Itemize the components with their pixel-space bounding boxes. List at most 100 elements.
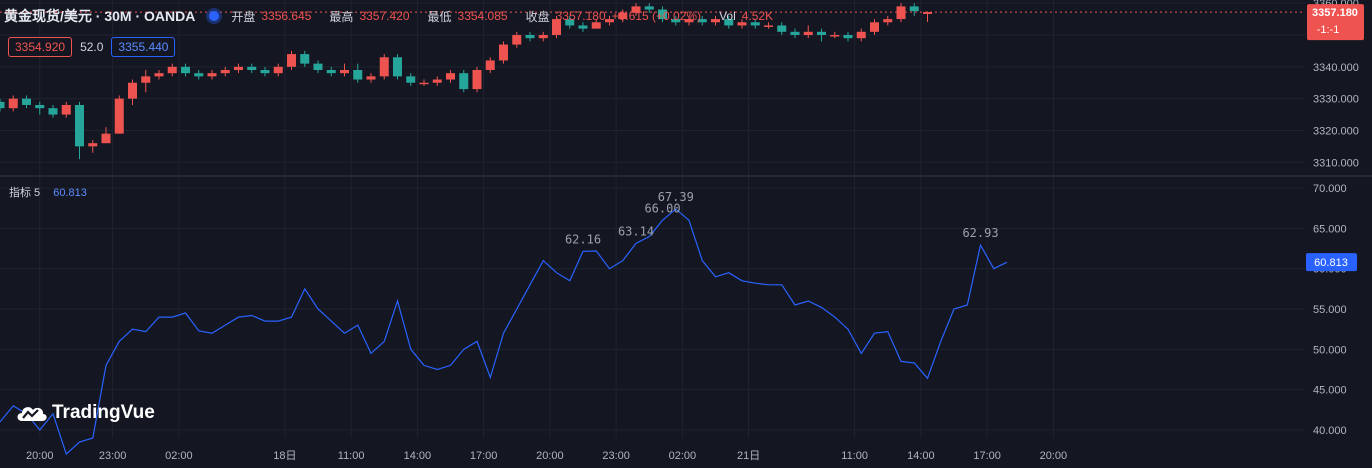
candle-body [750,22,760,26]
candle-body [909,6,919,12]
candle [883,15,893,26]
candle [591,19,601,29]
candle-body [803,31,813,35]
candle-body [485,60,495,70]
time-tick-label: 11:00 [338,450,365,462]
candle [260,66,270,77]
candle-body [684,19,694,23]
indicator-tick-label: 45.000 [1313,385,1347,397]
low-value: 3354.085 [457,9,508,23]
candle [750,19,760,29]
candle-body [75,105,84,147]
candle-body [843,35,853,39]
time-tick-label: 20:00 [26,450,54,462]
candle-body [366,76,376,80]
candle-body [459,73,469,90]
indicator-name[interactable]: 指标 5 [9,187,41,199]
candle [684,15,694,26]
price-tick-label: 3340.000 [1313,62,1359,74]
candle-body [207,73,217,77]
candle [658,6,667,23]
close-value: 3357.180 [555,9,606,23]
indicator-tick-label: 65.000 [1313,223,1347,235]
symbol-title[interactable]: 黄金现货/美元 · 30M · OANDA [4,8,196,24]
data-label: 62.16 [565,232,601,246]
candle [48,105,58,118]
ma-left-badge[interactable]: 3354.920 [8,37,73,57]
indicator-legend: 指标 5 60.813 [9,184,87,200]
candle [909,3,919,16]
candle [896,3,906,23]
candle-body [618,12,628,20]
candle-body [61,105,71,115]
candle-body [379,57,389,77]
candle-body [181,66,190,74]
candle [22,95,31,109]
candle [181,63,190,77]
candle-body [896,6,906,20]
indicator-tick-label: 70.000 [1313,183,1347,195]
candle [671,15,681,26]
candle [247,63,257,74]
candle [644,3,654,13]
candle [8,95,18,112]
candle-body [552,19,561,35]
candle [340,63,349,77]
indicator-tick-label: 55.000 [1313,304,1347,316]
candle [618,9,628,23]
ma-right-badge[interactable]: 3355.440 [111,37,176,57]
candle [499,41,508,64]
candle-body [406,76,416,83]
time-tick-label: 18日 [273,450,296,462]
candle [75,101,84,160]
candle [870,19,879,35]
candle [578,22,588,32]
indicator-tick-label: 40.000 [1313,425,1347,437]
candle-body [631,6,641,13]
candle [114,95,124,134]
candle-body [419,82,429,85]
time-tick-label: 20:00 [536,450,564,462]
candle [843,31,853,42]
candle-body [432,79,442,83]
candle-body [114,98,124,134]
candle [287,50,296,70]
price-tick-label: 3320.000 [1313,125,1359,137]
candle [817,28,826,42]
candle-body [711,19,720,23]
candle-body [353,70,363,80]
candle-body [591,22,601,29]
indicator-line [0,208,1008,456]
candlestick-series [0,3,932,160]
change-value: +0.615 (+0.02%) [611,9,702,23]
candle-body [393,57,402,77]
candle [737,19,747,29]
candle-body [167,66,177,74]
candle-body [923,12,932,14]
candle [697,15,707,26]
candle-body [260,70,270,74]
candle [234,63,243,74]
time-tick-label: 20:00 [1040,450,1068,462]
time-tick-label: 02:00 [669,450,697,462]
candle [777,22,787,35]
high-label: 最高 [329,9,354,24]
candle-body [538,35,548,39]
tradingvue-logo: TradingVue [14,401,155,425]
candle [167,63,177,77]
candle [406,73,416,86]
price-axes: 3310.0003320.0003330.0003340.0003350.000… [26,0,1364,462]
candle-body [0,101,5,109]
ma-middle-value: 52.0 [80,40,104,54]
candle [856,28,866,42]
candle-body [194,73,204,77]
candle [393,54,402,80]
candle-body [313,63,323,70]
high-value: 3357.420 [359,9,410,23]
candle-body [870,22,879,32]
candle [273,63,283,77]
candle-body [35,105,45,109]
logo-text: TradingVue [52,402,155,423]
candle [512,31,522,48]
candle [446,70,455,83]
